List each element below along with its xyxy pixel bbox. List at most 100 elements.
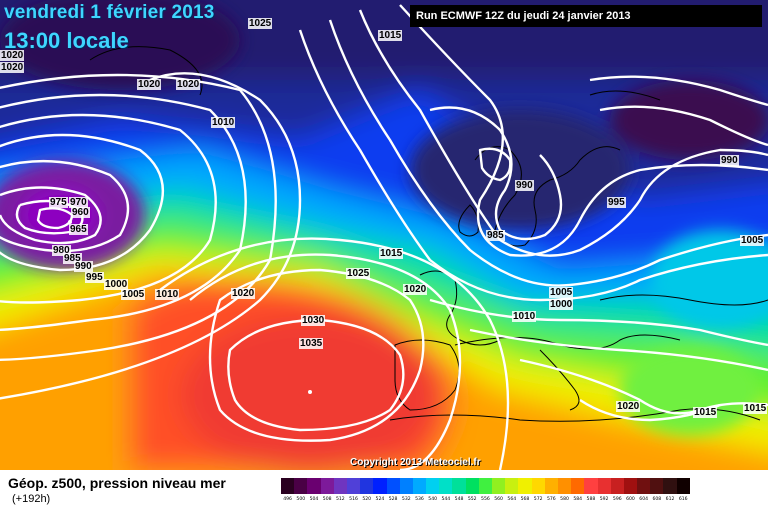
- scale-label: 604: [639, 497, 649, 502]
- high-center-marker: [308, 390, 312, 394]
- scale-swatch: [412, 478, 427, 494]
- isobar-label: 990: [74, 261, 93, 272]
- scale-label: 616: [678, 497, 688, 502]
- scale-label: 548: [454, 497, 464, 502]
- scale-step: 540: [426, 478, 440, 506]
- legend-subtitle: (+192h): [12, 493, 51, 505]
- isobar-label: 1020: [176, 79, 201, 90]
- isobar-label: 1030: [301, 315, 326, 326]
- scale-swatch: [360, 478, 374, 494]
- isobar-label: 1015: [693, 407, 718, 418]
- scale-label: 568: [520, 497, 530, 502]
- isobar-label: 1005: [121, 289, 146, 300]
- scale-label: 504: [309, 497, 319, 502]
- scale-label: 552: [467, 497, 477, 502]
- map-graphic: [0, 0, 768, 470]
- isobar-label: 990: [720, 155, 739, 166]
- isobar-label: 1020: [616, 401, 641, 412]
- scale-step: 600: [623, 478, 638, 506]
- scale-label: 528: [388, 497, 398, 502]
- scale-swatch: [426, 478, 440, 494]
- scale-swatch: [307, 478, 321, 494]
- scale-swatch: [505, 478, 519, 494]
- scale-label: 544: [441, 497, 451, 502]
- scale-swatch: [478, 478, 492, 494]
- scale-label: 520: [362, 497, 372, 502]
- scale-step: 576: [544, 478, 558, 506]
- isobar-label: 995: [85, 272, 104, 283]
- scale-swatch: [623, 478, 638, 494]
- isobar-label: 1000: [549, 299, 574, 310]
- scale-swatch: [637, 478, 651, 494]
- run-info: Run ECMWF 12Z du jeudi 24 janvier 2013: [410, 5, 762, 27]
- isobar-label: 1025: [346, 268, 371, 279]
- scale-step: 560: [492, 478, 506, 506]
- scale-swatch: [610, 478, 624, 494]
- legend-title: Géop. z500, pression niveau mer: [8, 475, 226, 491]
- scale-swatch: [584, 478, 598, 494]
- scale-label: 516: [349, 497, 358, 502]
- scale-swatch: [399, 478, 413, 494]
- scale-step: 580: [557, 478, 572, 506]
- scale-label: 556: [481, 497, 490, 502]
- isobar-label: 960: [71, 207, 90, 218]
- isobar-label: 1010: [512, 311, 537, 322]
- scale-step: 616: [676, 478, 690, 506]
- scale-label: 588: [586, 497, 596, 502]
- scale-step: 548: [452, 478, 466, 506]
- isobars: [0, 4, 768, 470]
- scale-label: 612: [665, 497, 675, 502]
- scale-swatch: [320, 478, 334, 494]
- isobar-label: 965: [69, 224, 88, 235]
- scale-label: 564: [507, 497, 517, 502]
- scale-label: 540: [428, 497, 438, 502]
- scale-step: 512: [333, 478, 347, 506]
- scale-swatch: [333, 478, 347, 494]
- weather-map: vendredi 1 février 2013 13:00 locale Run…: [0, 0, 768, 470]
- scale-step: 588: [584, 478, 598, 506]
- scale-label: 608: [652, 497, 662, 502]
- scale-step: 572: [531, 478, 545, 506]
- scale-step: 556: [478, 478, 492, 506]
- isobar-label: 980: [52, 245, 71, 256]
- scale-label: 596: [612, 497, 622, 502]
- scale-swatch: [386, 478, 400, 494]
- forecast-date: vendredi 1 février 2013: [4, 2, 215, 23]
- scale-label: 580: [560, 497, 569, 502]
- scale-swatch: [281, 478, 295, 494]
- scale-swatch: [452, 478, 466, 494]
- scale-step: 532: [399, 478, 413, 506]
- scale-swatch: [518, 478, 532, 494]
- scale-step: 500: [294, 478, 308, 506]
- scale-step: 508: [320, 478, 334, 506]
- scale-swatch: [663, 478, 677, 494]
- scale-label: 532: [401, 497, 411, 502]
- scale-step: 528: [386, 478, 400, 506]
- scale-label: 512: [335, 497, 345, 502]
- scale-step: 584: [571, 478, 585, 506]
- isobar-label: 975: [49, 197, 68, 208]
- isobar-label: 1000: [104, 279, 129, 290]
- isobar-label: 1005: [549, 287, 574, 298]
- scale-swatch: [346, 478, 361, 494]
- forecast-time: 13:00 locale: [4, 28, 129, 53]
- scale-swatch: [439, 478, 453, 494]
- isobar-label: 990: [515, 180, 534, 191]
- scale-swatch: [465, 478, 479, 494]
- low-center-marker: [68, 220, 72, 224]
- scale-step: 520: [360, 478, 374, 506]
- isobar-label: 1005: [740, 235, 765, 246]
- isobar-label: 995: [607, 197, 626, 208]
- isobar-label: 970: [69, 197, 88, 208]
- scale-label: 500: [296, 497, 306, 502]
- scale-label: 572: [533, 497, 543, 502]
- scale-label: 600: [626, 497, 635, 502]
- scale-step: 604: [637, 478, 651, 506]
- color-scale: 496 500 504 508 512 516 520 524 528 532 536 540 544 5…: [281, 478, 690, 506]
- copyright: Copyright 2013 Meteociel.fr: [350, 457, 481, 468]
- isobar-label: 985: [63, 253, 82, 264]
- isobar-label: 1015: [379, 248, 404, 259]
- scale-step: 608: [650, 478, 664, 506]
- scale-label: 496: [283, 497, 292, 502]
- scale-label: 576: [546, 497, 556, 502]
